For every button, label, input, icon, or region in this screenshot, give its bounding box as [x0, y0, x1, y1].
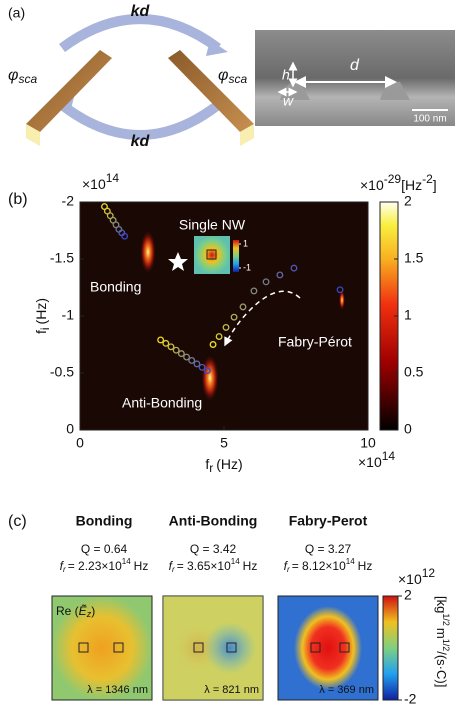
scale-label: 100 nm — [413, 114, 446, 125]
field-colorbar-unit: [kg1/2m1/2/(s·C)] — [434, 596, 451, 687]
coupling-label: kd — [131, 133, 151, 150]
field-colorbar-scale: ×1012 — [398, 566, 435, 587]
height-label: h — [282, 67, 290, 83]
width-label: w — [283, 93, 294, 109]
q-factor: Q = 0.64 — [81, 542, 128, 556]
q-factor: Q = 3.27 — [305, 542, 352, 556]
lobe — [294, 606, 362, 690]
wavelength: λ = 1346 nm — [87, 684, 148, 696]
nanowire — [168, 50, 254, 132]
colorbar-tick-label: 0.5 — [404, 364, 424, 380]
inset-colorbar — [233, 240, 239, 272]
f-unit: Hz — [243, 559, 258, 573]
mode-title: Anti-Bonding — [169, 513, 258, 529]
mode-title: Fabry-Perot — [289, 513, 368, 529]
field-colorbar-tick-label: -2 — [404, 691, 417, 704]
inset-tick-label: -1 — [243, 262, 251, 272]
q-factor: Q = 3.42 — [190, 542, 237, 556]
panel-label: (c) — [8, 513, 27, 530]
y-tick-label: -0.5 — [50, 364, 74, 380]
panel-label: (b) — [8, 191, 28, 208]
wavelength: λ = 821 nm — [204, 684, 259, 696]
y-scale-label: ×1014 — [82, 171, 119, 192]
x-tick-label: 0 — [76, 435, 84, 451]
hotspot — [201, 354, 219, 402]
f-unit: Hz — [358, 559, 373, 573]
f-unit: Hz — [134, 559, 149, 573]
x-tick-label: 10 — [360, 435, 376, 451]
inset-tick-label: 1 — [243, 238, 248, 248]
x-scale-label: ×1014 — [358, 449, 395, 470]
f-value: = 2.23×10 — [68, 559, 122, 573]
f-exp: 14 — [346, 557, 355, 566]
f-sub: r — [172, 565, 175, 574]
y-tick-label: 0 — [66, 421, 74, 437]
inset-map — [194, 236, 230, 274]
f-sub: r — [287, 565, 290, 574]
figure: (a) kd kd φsca φsca h w d 100 nm (b) Sin… — [0, 0, 471, 704]
field-colorbar-tick-label: 2 — [404, 587, 412, 603]
panel-label: (a) — [8, 5, 25, 21]
wavelength: λ = 369 nm — [319, 684, 374, 696]
y-tick-label: -1.5 — [50, 250, 74, 266]
f-exp: 14 — [122, 557, 131, 566]
coupling-arrow — [62, 105, 218, 135]
y-tick-label: -1 — [62, 307, 75, 323]
phase-label: φsca — [218, 67, 247, 86]
series-label: Fabry-Pérot — [278, 334, 352, 350]
nanowire — [26, 50, 112, 132]
mode-title: Bonding — [76, 513, 133, 529]
distance-label: d — [350, 57, 360, 74]
f-sub: r — [63, 565, 66, 574]
y-axis-label: fi(Hz) — [33, 298, 52, 334]
field-colorbar — [383, 596, 398, 700]
x-tick-label: 5 — [220, 435, 228, 451]
colorbar-tick-label: 1 — [404, 307, 412, 323]
f-value: = 3.65×10 — [177, 559, 231, 573]
f-value: = 8.12×10 — [292, 559, 346, 573]
colorbar-tick-label: 0 — [404, 421, 412, 437]
colorbar-tick-label: 1.5 — [404, 250, 424, 266]
coupling-arrow — [62, 19, 218, 48]
inset-title: Single NW — [179, 217, 246, 233]
hotspot — [140, 230, 156, 274]
f-exp: 14 — [231, 557, 240, 566]
x-axis-label: fr(Hz) — [205, 456, 242, 475]
colorbar-tick-label: 2 — [404, 193, 412, 209]
colorbar-unit: ×10-29[Hz-2] — [360, 172, 437, 193]
series-label: Anti-Bonding — [122, 395, 202, 411]
coupling-label: kd — [131, 3, 151, 20]
phase-label: φsca — [8, 67, 37, 86]
y-tick-label: -2 — [62, 193, 75, 209]
series-label: Bonding — [90, 279, 141, 295]
